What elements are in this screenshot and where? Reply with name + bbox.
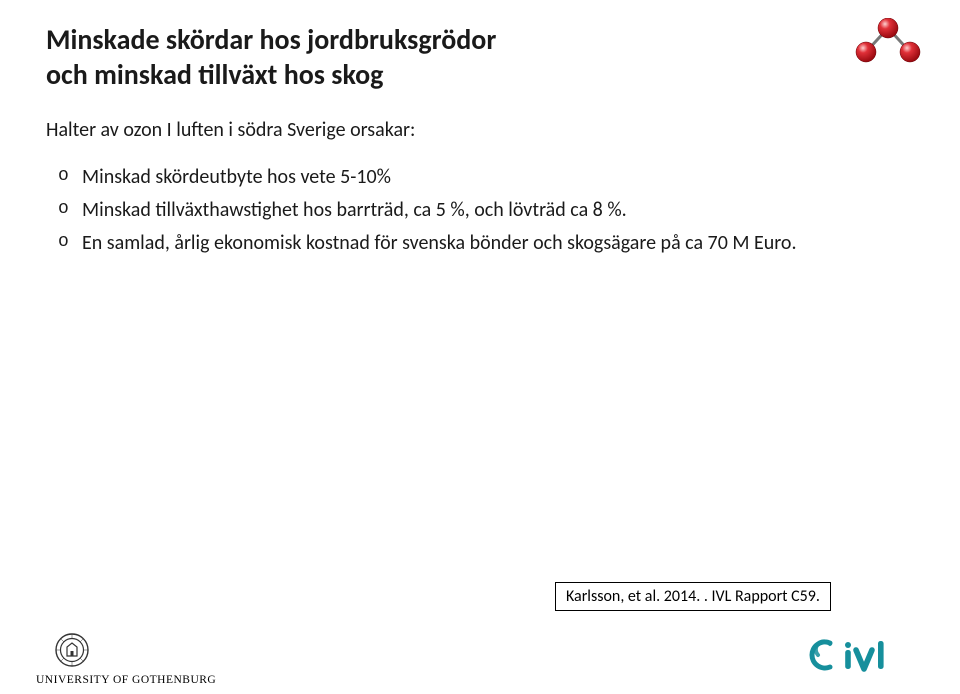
ivl-logo — [808, 635, 900, 680]
slide-subtitle: Halter av ozon I luften i södra Sverige … — [46, 118, 914, 142]
list-item: Minskad skördeutbyte hos vete 5-10% — [58, 164, 914, 191]
list-item: En samlad, årlig ekonomisk kostnad för s… — [58, 230, 914, 257]
title-line-2: och minskad tillväxt hos skog — [46, 57, 383, 92]
bullet-list: Minskad skördeutbyte hos vete 5-10% Mins… — [58, 164, 914, 257]
ivl-logo-icon — [808, 635, 900, 675]
university-seal-icon — [54, 632, 90, 668]
citation-box: Karlsson, et al. 2014. . IVL Rapport C59… — [555, 582, 831, 611]
footer: UNIVERSITY OF GOTHENBURG — [0, 634, 960, 694]
title-line-1: Minskade skördar hos jordbruksgrödor — [46, 22, 496, 57]
university-name: UNIVERSITY OF GOTHENBURG — [36, 674, 216, 686]
citation-text: Karlsson, et al. 2014. . IVL Rapport C59… — [566, 587, 820, 606]
slide-title: Minskade skördar hos jordbruksgrödor och… — [46, 22, 914, 92]
slide: Minskade skördar hos jordbruksgrödor och… — [0, 0, 960, 694]
list-item: Minskad tillväxthawstighet hos barrträd,… — [58, 197, 914, 224]
ozone-molecule-icon — [850, 18, 926, 66]
